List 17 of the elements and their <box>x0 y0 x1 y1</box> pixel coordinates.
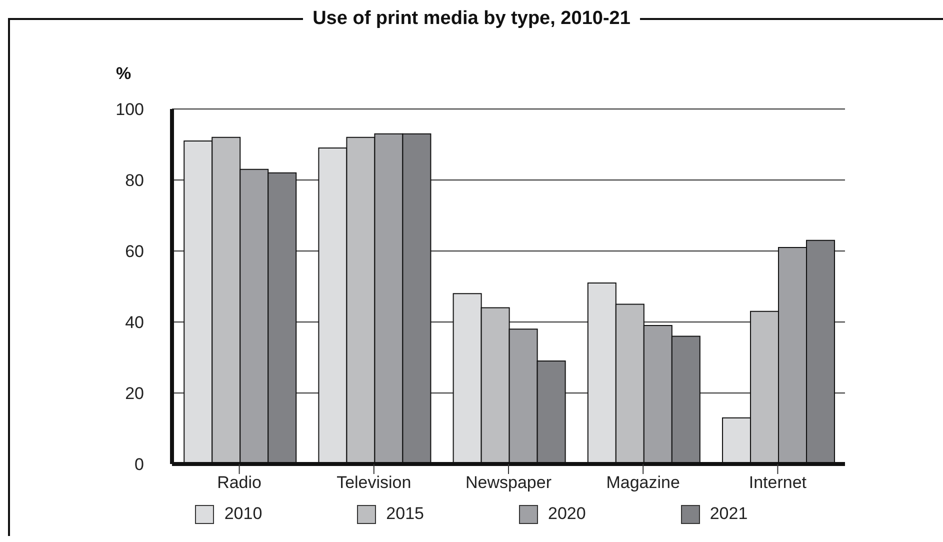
chart-title: Use of print media by type, 2010-21 <box>302 8 640 29</box>
y-tick-label: 80 <box>125 171 144 190</box>
y-tick-label: 60 <box>125 242 144 262</box>
y-tick-label: 0 <box>134 455 144 474</box>
legend-label: 2020 <box>548 504 586 524</box>
legend-label: 2021 <box>710 504 748 524</box>
x-tick-label: Magazine <box>606 473 680 492</box>
legend-label: 2010 <box>224 504 262 524</box>
y-axis-title: % <box>116 64 132 84</box>
y-tick-label: 40 <box>125 313 144 332</box>
y-tick-label: 20 <box>125 384 144 404</box>
x-tick-label: Newspaper <box>466 473 552 492</box>
x-tick-label: Television <box>336 473 412 492</box>
x-tick-label: Radio <box>217 473 262 492</box>
y-tick-label: 100 <box>116 100 144 120</box>
x-tick-label: Internet <box>748 473 807 492</box>
legend-label: 2015 <box>386 504 424 524</box>
